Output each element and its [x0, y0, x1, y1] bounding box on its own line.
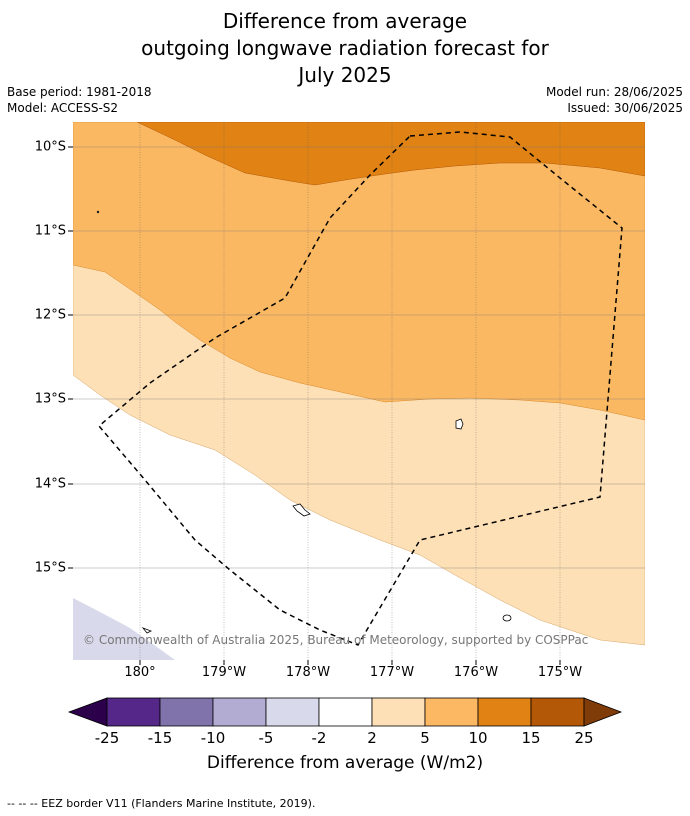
- colorbar-tick-label: -5: [258, 729, 274, 747]
- colorbar-swatch-2: [159, 697, 214, 727]
- colorbar-swatch-9: [530, 697, 585, 727]
- colorbar-title: Difference from average (W/m2): [206, 753, 484, 773]
- lon-label-178w: 178°W: [285, 665, 331, 680]
- lon-ticks: [139, 660, 561, 665]
- eez-footnote: -- -- -- EEZ border V11 (Flanders Marine…: [7, 797, 316, 810]
- chart-title: Difference from average outgoing longwav…: [0, 8, 690, 89]
- meta-left: Base period: 1981-2018 Model: ACCESS-S2: [7, 84, 152, 116]
- copyright-notice: © Commonwealth of Australia 2025, Bureau…: [83, 633, 589, 647]
- title-line-1: Difference from average: [222, 9, 468, 33]
- issued-date: Issued: 30/06/2025: [567, 101, 683, 115]
- lon-label-177w: 177°W: [369, 665, 415, 680]
- map-gridlines: [139, 122, 561, 660]
- colorbar-tick-label: 2: [367, 729, 377, 747]
- model-name: Model: ACCESS-S2: [7, 101, 119, 115]
- colorbar-tick-label: -15: [147, 729, 173, 747]
- meta-right: Model run: 28/06/2025 Issued: 30/06/2025: [546, 84, 683, 116]
- colorbar-swatch-1: [106, 697, 161, 727]
- anomaly-region-10-15: [136, 122, 645, 186]
- colorbar: [67, 697, 623, 727]
- lon-label-180: 180°: [124, 665, 156, 680]
- lat-ticks: [68, 146, 73, 569]
- eez-border: [97, 131, 623, 646]
- colorbar-tick-label: -10: [200, 729, 226, 747]
- colorbar-swatch-4: [265, 697, 320, 727]
- lat-label-14s: 14°S: [34, 476, 66, 492]
- anomaly-region-neg5-neg2: [73, 598, 175, 660]
- title-line-2: outgoing longwave radiation forecast for: [141, 36, 549, 60]
- colorbar-tick-label: 15: [521, 729, 541, 747]
- colorbar-tick-label: 25: [574, 729, 594, 747]
- title-line-3: July 2025: [298, 63, 392, 87]
- anomaly-region-5-10: [73, 122, 645, 421]
- colorbar-low-extension: [67, 697, 108, 727]
- colorbar-swatch-3: [212, 697, 267, 727]
- island-outlines: [96, 210, 512, 634]
- colorbar-high-extension: [583, 697, 623, 727]
- colorbar-swatch-5: [318, 697, 373, 727]
- lat-label-12s: 12°S: [34, 307, 66, 323]
- map-area: [73, 122, 645, 660]
- lat-label-10s: 10°S: [34, 139, 66, 155]
- model-run: Model run: 28/06/2025: [545, 85, 683, 99]
- colorbar-tick-label: -2: [311, 729, 327, 747]
- lat-label-11s: 11°S: [34, 223, 66, 239]
- colorbar-swatch-6: [371, 697, 426, 727]
- lon-label-175w: 175°W: [537, 665, 583, 680]
- colorbar-swatch-8: [477, 697, 532, 727]
- latitude-lines: [73, 146, 645, 569]
- lon-label-179w: 179°W: [201, 665, 247, 680]
- colorbar-tick-label: 10: [468, 729, 488, 747]
- colorbar-tick-label: 5: [420, 729, 430, 747]
- colorbar-tick-label: -25: [94, 729, 120, 747]
- lon-label-176w: 176°W: [453, 665, 499, 680]
- lat-label-15s: 15°S: [34, 560, 66, 576]
- base-period: Base period: 1981-2018: [7, 85, 152, 99]
- lat-label-13s: 13°S: [34, 391, 66, 407]
- colorbar-swatch-7: [424, 697, 479, 727]
